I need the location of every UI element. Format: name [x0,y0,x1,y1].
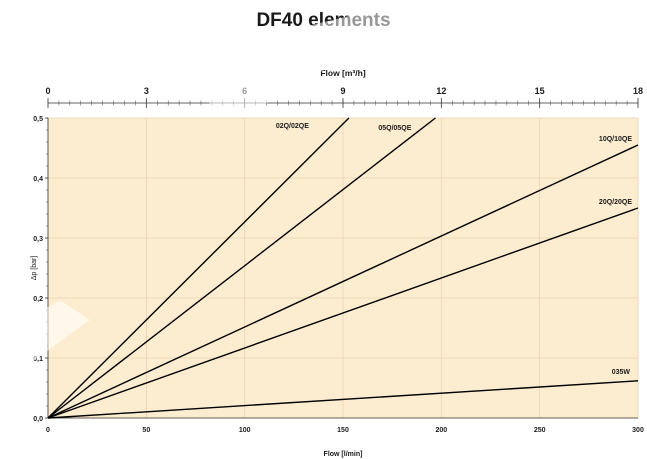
series-group [47,117,639,419]
x-tick-label: 100 [239,427,251,434]
top-axis-tick-label: 3 [144,86,149,96]
x-tick-label: 300 [632,427,644,434]
top-axis-tick-label: 0 [45,86,50,96]
y-tick-label: 0,1 [33,356,43,363]
x-tick-label: 250 [534,427,546,434]
series-line [47,207,639,419]
series-line [47,117,436,419]
series-line [47,117,350,419]
y-tick-label: 0,3 [33,236,43,243]
y-tick-label: 0,2 [33,296,43,303]
x-tick-label: 0 [46,427,50,434]
top-axis-tick-label: 9 [340,86,345,96]
series-label: 05Q/05QE [378,125,411,132]
top-axis-tick-label: 12 [436,86,446,96]
top-axis-tick-label: 6 [242,86,247,96]
x-tick-label: 200 [435,427,447,434]
series-label: 035W [612,369,631,376]
top-axis-tick-label: 15 [535,86,545,96]
top-axis-title: Flow [m³/h] [320,68,365,78]
x-tick-label: 150 [337,427,349,434]
x-tick-label: 50 [142,427,150,434]
series-line [47,380,639,419]
series-label: 20Q/20QE [599,199,632,206]
x-axis-title: Flow [l/min] [324,451,363,458]
y-tick-label: 0,5 [33,116,43,123]
y-tick-label: 0,0 [33,416,43,423]
y-tick-label: 0,4 [33,176,43,183]
series-label: 02Q/02QE [276,123,309,130]
y-axis-title: Δp [bar] [31,256,38,281]
top-axis-tick-label: 18 [633,86,643,96]
series-label: 10Q/10QE [599,136,632,143]
series-line [47,144,639,419]
series-labels: 02Q/02QE 05Q/05QE 10Q/10QE 20Q/20QE 035W [276,123,633,376]
